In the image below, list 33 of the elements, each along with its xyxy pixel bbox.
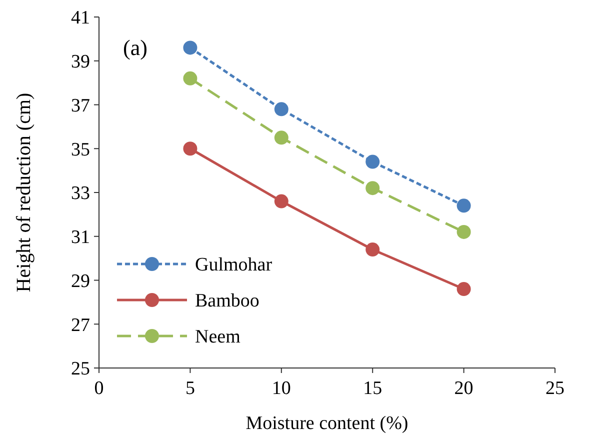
point: [183, 40, 198, 55]
annotation: (a): [123, 35, 148, 60]
point: [366, 181, 380, 196]
y-tick-label: 27: [71, 314, 90, 336]
point: [274, 194, 288, 208]
point: [366, 154, 380, 169]
y-axis-title: Height of reduction (cm): [13, 92, 35, 292]
x-tick-label: 5: [185, 378, 195, 399]
point: [456, 224, 471, 239]
point: [183, 142, 198, 156]
point: [183, 71, 198, 86]
x-tick-label: 25: [546, 378, 564, 399]
x-tick-label: 0: [94, 378, 104, 399]
point: [456, 282, 471, 296]
y-tick-label: 41: [71, 8, 90, 29]
point: [274, 130, 288, 145]
legend-label: Bamboo: [195, 290, 260, 312]
y-tick-label: 35: [71, 139, 90, 160]
y-tick-label: 29: [71, 270, 90, 292]
x-axis-title: Moisture content (%): [246, 413, 408, 434]
legend-label: Gulmohar: [195, 254, 273, 276]
x-tick-label: 20: [454, 378, 474, 399]
x-tick-label: 15: [363, 378, 382, 399]
y-tick-label: 25: [71, 358, 90, 380]
y-tick-label: 37: [71, 95, 90, 116]
legend-label: Neem: [195, 326, 241, 348]
y-tick-label: 33: [71, 183, 90, 204]
point: [366, 242, 380, 257]
point: [274, 102, 288, 116]
x-tick-label: 10: [272, 378, 291, 399]
y-tick-label: 31: [71, 227, 90, 248]
point: [456, 198, 471, 213]
y-tick-label: 39: [71, 52, 90, 73]
